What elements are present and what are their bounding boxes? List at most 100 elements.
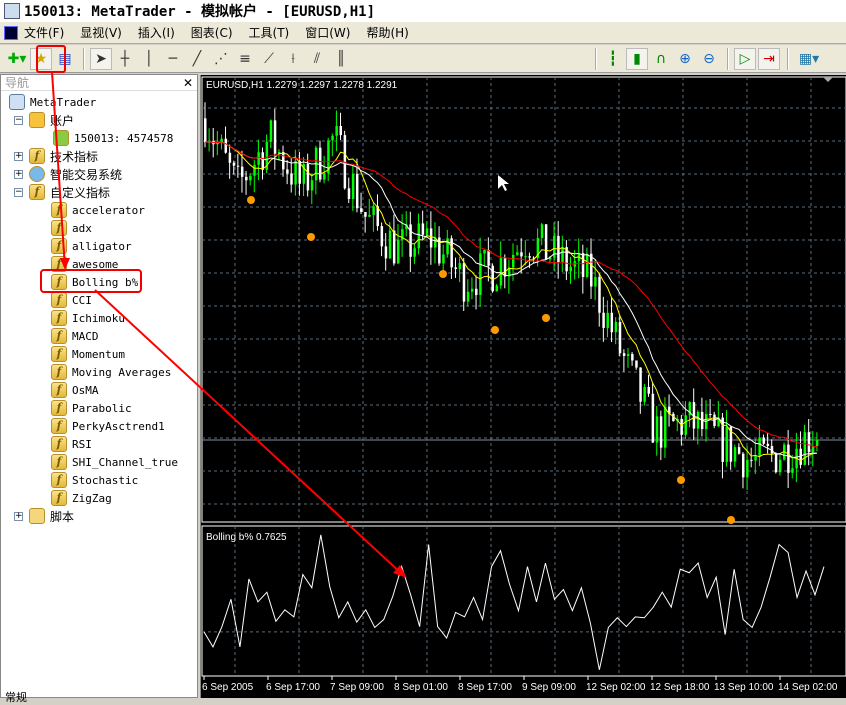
candlestick-icon[interactable]: ▮	[626, 47, 648, 70]
indicators-icon[interactable]: ▦▾	[798, 50, 820, 67]
tree-custom-item[interactable]: f accelerator	[51, 201, 145, 219]
new-chart-icon[interactable]: ✚▾	[7, 50, 27, 67]
candle-body	[503, 257, 507, 277]
tree-custom-item[interactable]: f SHI_Channel_true	[51, 453, 178, 471]
candle-body	[286, 169, 289, 174]
candle-body	[216, 142, 219, 145]
time-label: 13 Sep 10:00	[714, 682, 774, 693]
candle-body	[799, 448, 802, 465]
zoom-in-icon[interactable]: ⊕	[679, 50, 691, 67]
custom-item-label: MACD	[72, 329, 99, 343]
tree-custom-item[interactable]: f Stochastic	[51, 471, 138, 489]
crosshair-icon[interactable]: ┼	[120, 50, 130, 67]
function-icon: f	[29, 184, 45, 200]
candle-body	[236, 165, 240, 167]
cursor-icon[interactable]: ➤	[90, 47, 112, 70]
menu-window[interactable]: 窗口(W)	[305, 26, 351, 40]
cycle-lines-icon[interactable]: ║	[336, 50, 346, 67]
menu-help[interactable]: 帮助(H)	[366, 26, 409, 40]
candle-body	[803, 432, 807, 465]
candle-body	[672, 413, 675, 422]
navigator-panel: 导航 ✕ MetaTrader − 账户 150013: 4574578 + f 技术…	[0, 74, 198, 704]
navigator-header: 导航 ✕	[1, 75, 197, 91]
vertical-line-icon[interactable]: │	[144, 50, 154, 67]
tree-expert-advisors[interactable]: + 智能交易系统	[14, 166, 123, 182]
tree-scripts[interactable]: + 脚本	[14, 508, 75, 524]
candle-body	[561, 247, 564, 262]
expand-icon[interactable]: +	[14, 150, 23, 161]
bar-chart-icon[interactable]: ┇	[608, 50, 618, 67]
tree-custom-item[interactable]: f adx	[51, 219, 92, 237]
collapse-icon[interactable]: −	[14, 114, 23, 125]
tree-custom-item[interactable]: f OsMA	[51, 381, 99, 399]
tree-accounts[interactable]: − 账户	[14, 112, 75, 128]
horizontal-line-icon[interactable]: ─	[168, 50, 178, 67]
gann-fan-icon[interactable]: ⋰	[214, 50, 228, 67]
channel-icon[interactable]: ⫽	[313, 50, 321, 67]
candle-body	[335, 125, 338, 136]
custom-function-icon: f	[51, 454, 67, 470]
custom-item-label: Momentum	[72, 347, 125, 361]
trendline-icon[interactable]: ╱	[192, 50, 202, 67]
tree-custom-item[interactable]: f Moving Averages	[51, 363, 171, 381]
fibo-arcs-icon[interactable]: ⟊	[291, 50, 295, 67]
menu-charts[interactable]: 图表(C)	[190, 26, 233, 40]
tree-custom-item[interactable]: f Parabolic	[51, 399, 132, 417]
zoom-out-icon[interactable]: ⊖	[703, 50, 715, 67]
menu-insert[interactable]: 插入(I)	[137, 26, 175, 40]
autoscroll-icon[interactable]: ▷	[734, 47, 756, 70]
time-label: 7 Sep 09:00	[330, 682, 384, 693]
tree-custom-item[interactable]: f Ichimoku	[51, 309, 125, 327]
candle-body	[729, 426, 733, 462]
tree-custom-item[interactable]: f CCI	[51, 291, 92, 309]
tree-root[interactable]: MetaTrader	[9, 93, 96, 111]
tab-common[interactable]: 常规	[5, 691, 27, 704]
time-label: 6 Sep 17:00	[266, 682, 320, 693]
custom-item-label: Stochastic	[72, 473, 139, 487]
tree-custom-indicators[interactable]: − f 自定义指标	[14, 184, 111, 200]
toolbar: ✚▾ ★ ▤ ➤ ┼ │ ─ ╱ ⋰ ≡ ⟋ ⟊ ⫽ ║ ┇ ▮ ∩ ⊕ ⊖ ▷…	[0, 45, 846, 73]
custom-function-icon: f	[51, 328, 67, 344]
indicator-label: Bolling b% 0.7625	[206, 532, 287, 543]
tree-custom-item[interactable]: f MACD	[51, 327, 99, 345]
candle-body	[766, 443, 770, 447]
tree-custom-item[interactable]: f alligator	[51, 237, 132, 255]
chart-shift-icon[interactable]: ⇥	[758, 47, 780, 70]
candle-body	[273, 120, 277, 154]
chart-window[interactable]: 6 Sep 2005 6 Sep 17:00 7 Sep 09:00 8 Sep 01…	[200, 75, 846, 698]
collapse-icon[interactable]: −	[14, 186, 23, 197]
expand-icon[interactable]: +	[14, 510, 23, 521]
candle-body	[323, 173, 326, 180]
candle-body	[610, 312, 614, 333]
custom-function-icon: f	[51, 310, 67, 326]
chart-canvas[interactable]: 6 Sep 2005 6 Sep 17:00 7 Sep 09:00 8 Sep 01…	[201, 75, 846, 698]
close-icon[interactable]: ✕	[182, 75, 193, 90]
document-icon[interactable]	[4, 25, 18, 40]
expand-icon[interactable]: +	[14, 168, 23, 179]
tree-custom-item[interactable]: f RSI	[51, 435, 92, 453]
candle-body	[479, 253, 482, 296]
fibo-fan-icon[interactable]: ⟋	[264, 50, 274, 67]
candle-body	[347, 188, 351, 200]
candle-body	[717, 417, 720, 427]
candle-body	[614, 321, 618, 333]
custom-function-icon: f	[51, 346, 67, 362]
candle-body	[622, 353, 626, 356]
menu-view[interactable]: 显视(V)	[80, 26, 122, 40]
tree-custom-item[interactable]: f Bolling b%	[51, 273, 138, 291]
tree-tech-indicators[interactable]: + f 技术指标	[14, 148, 99, 164]
tree-custom-item[interactable]: f PerkyAsctrend1	[51, 417, 165, 435]
menu-file[interactable]: 文件(F)	[24, 26, 65, 40]
custom-function-icon: f	[51, 238, 67, 254]
candle-body	[413, 248, 416, 257]
candle-body	[721, 417, 724, 462]
fibo-retracement-icon[interactable]: ≡	[239, 50, 251, 67]
tree-custom-item[interactable]: f ZigZag	[51, 489, 112, 507]
tree-account-item[interactable]: 150013: 4574578	[53, 129, 173, 147]
line-chart-icon[interactable]: ∩	[655, 50, 667, 67]
custom-function-icon: f	[51, 364, 67, 380]
custom-function-icon: f	[51, 292, 67, 308]
candle-body	[532, 257, 536, 259]
menu-tools[interactable]: 工具(T)	[248, 26, 290, 40]
tree-custom-item[interactable]: f Momentum	[51, 345, 125, 363]
